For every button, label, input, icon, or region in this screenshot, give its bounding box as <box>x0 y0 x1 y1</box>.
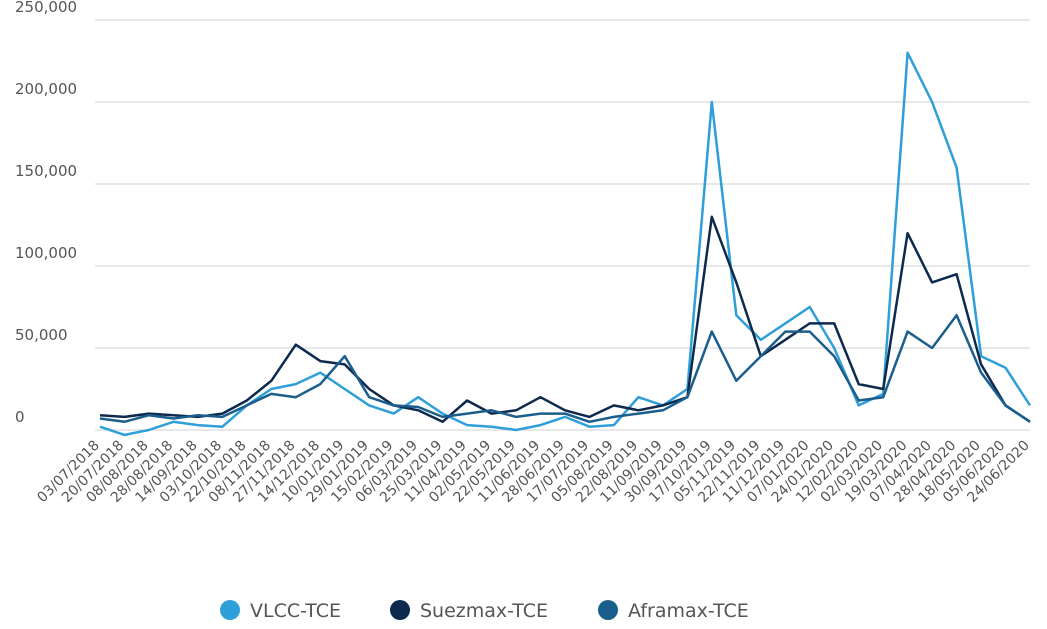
legend-item: Suezmax-TCE <box>390 600 548 622</box>
legend-item: Aframax-TCE <box>598 600 749 622</box>
y-tick-label: 250,000 <box>15 0 77 16</box>
legend-marker <box>598 600 618 620</box>
line <box>99 215 1031 424</box>
y-tick-label: 50,000 <box>15 326 68 344</box>
y-tick-label: 0 <box>15 408 25 426</box>
legend-label: Suezmax-TCE <box>420 600 548 622</box>
legend-label: Aframax-TCE <box>628 600 749 622</box>
y-tick-label: 150,000 <box>15 162 77 180</box>
legend-label: VLCC-TCE <box>250 600 341 622</box>
legend-item: VLCC-TCE <box>220 600 341 622</box>
legend-marker <box>390 600 410 620</box>
legend-marker <box>220 600 240 620</box>
y-tick-label: 100,000 <box>15 244 77 262</box>
y-tick-label: 200,000 <box>15 80 77 98</box>
line <box>99 313 1031 424</box>
